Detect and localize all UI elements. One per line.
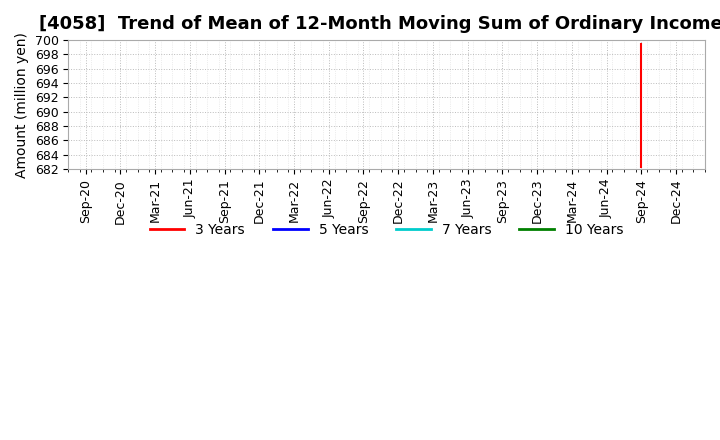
Y-axis label: Amount (million yen): Amount (million yen) [15,32,29,177]
Legend: 3 Years, 5 Years, 7 Years, 10 Years: 3 Years, 5 Years, 7 Years, 10 Years [144,217,629,242]
Title: [4058]  Trend of Mean of 12-Month Moving Sum of Ordinary Incomes: [4058] Trend of Mean of 12-Month Moving … [40,15,720,33]
